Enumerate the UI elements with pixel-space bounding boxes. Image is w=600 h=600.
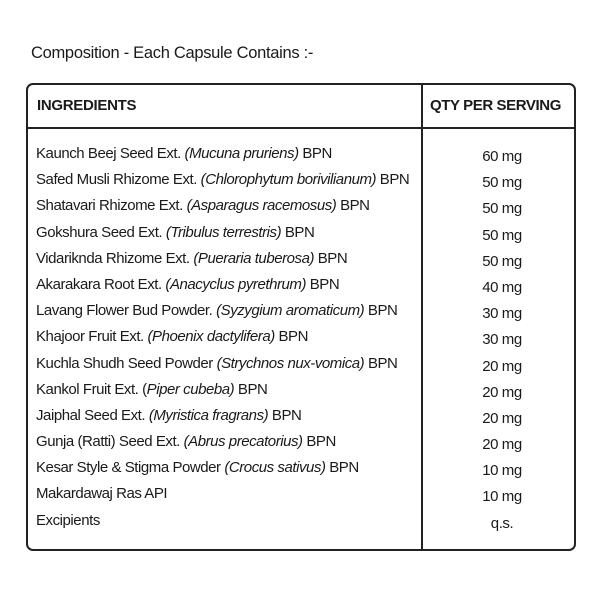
ingredient-name: Excipients — [36, 511, 100, 529]
table-row: Makardawaj Ras API 10 mg — [28, 483, 574, 509]
ingredient-name: Gokshura Seed Ext. — [36, 223, 163, 241]
qty-cell: 30 mg — [482, 305, 522, 323]
qty-cell: 10 mg — [482, 462, 522, 480]
ingredient-suffix: BPN — [367, 354, 398, 372]
ingredient-suffix: BPN — [278, 328, 309, 346]
ingredient-suffix: BPN — [340, 197, 370, 215]
ingredient-cell: Khajoor Fruit Ext. (Phoenix dactylifera)… — [36, 328, 308, 345]
ingredient-latin-name: (Mucuna pruriens) — [184, 145, 300, 162]
header-divider — [28, 127, 574, 129]
ingredient-suffix: BPN — [302, 145, 332, 162]
table-row: Vidariknda Rhizome Ext. (Pueraria tubero… — [28, 248, 574, 274]
ingredient-latin-name: (Tribulus terrestris) — [165, 223, 282, 241]
ingredient-suffix: BPN — [271, 406, 302, 424]
ingredient-name: Jaiphal Seed Ext. — [36, 406, 146, 424]
table-row: Kuchla Shudh Seed Powder (Strychnos nux-… — [28, 353, 574, 379]
ingredient-cell: Gokshura Seed Ext. (Tribulus terrestris)… — [36, 223, 315, 241]
ingredient-name: Akarakara Root Ext. — [36, 275, 162, 293]
ingredient-name: Khajoor Fruit Ext. — [36, 328, 144, 346]
qty-cell: 20 mg — [482, 357, 522, 375]
ingredient-suffix: BPN — [306, 433, 336, 451]
qty-cell: 50 mg — [482, 174, 522, 192]
ingredient-suffix: BPN — [317, 249, 348, 267]
ingredient-suffix: BPN — [329, 459, 359, 477]
table-row: Khajoor Fruit Ext. (Phoenix dactylifera)… — [28, 326, 574, 352]
ingredient-name: Kesar Style & Stigma Powder — [36, 459, 221, 477]
ingredient-cell: Lavang Flower Bud Powder. (Syzygium arom… — [36, 302, 398, 320]
qty-cell: q.s. — [490, 514, 514, 532]
table-row: Kankol Fruit Ext. (Piper cubeba) BPN 20 m… — [28, 379, 574, 405]
ingredient-name: Vidariknda Rhizome Ext. — [36, 249, 190, 267]
composition-title: Composition - Each Capsule Contains :- — [31, 44, 314, 62]
ingredient-suffix: BPN — [379, 171, 410, 189]
ingredient-latin-name: Piper cubeba) — [146, 380, 235, 398]
ingredient-latin-name: (Chlorophytum borivilianum) — [200, 171, 377, 189]
qty-cell: 20 mg — [482, 409, 522, 427]
ingredient-latin-name: (Syzygium aromaticum) — [216, 302, 365, 320]
ingredient-latin-name: (Anacyclus pyrethrum) — [165, 275, 307, 293]
qty-cell: 60 mg — [482, 148, 522, 165]
ingredient-cell: Gunja (Ratti) Seed Ext. (Abrus precatori… — [36, 433, 336, 450]
table-row: Shatavari Rhizome Ext. (Asparagus racemo… — [28, 195, 574, 221]
ingredient-cell: Kuchla Shudh Seed Powder (Strychnos nux-… — [36, 354, 398, 372]
ingredient-latin-name: (Abrus precatorius) — [183, 433, 303, 451]
ingredient-cell: Akarakara Root Ext. (Anacyclus pyrethrum… — [36, 275, 340, 293]
qty-cell: 50 mg — [482, 252, 522, 270]
table-row: Akarakara Root Ext. (Anacyclus pyrethrum… — [28, 274, 574, 300]
ingredient-name: Gunja (Ratti) Seed Ext. — [36, 433, 180, 451]
ingredient-cell: Safed Musli Rhizome Ext. (Chlorophytum b… — [36, 171, 410, 189]
ingredient-name: Shatavari Rhizome Ext. — [36, 197, 183, 215]
ingredient-cell: Excipients — [36, 512, 100, 529]
ingredient-latin-name: (Strychnos nux-vomica) — [216, 354, 365, 372]
ingredient-suffix: BPN — [309, 275, 340, 293]
ingredient-latin-name: (Crocus sativus) — [224, 459, 326, 477]
column-divider — [421, 85, 423, 549]
ingredient-name: Safed Musli Rhizome Ext. — [36, 171, 197, 189]
table-row: Safed Musli Rhizome Ext. (Chlorophytum b… — [28, 169, 574, 195]
ingredient-name: Kaunch Beej Seed Ext. — [36, 145, 181, 162]
header-qty-per-serving: QTY PER SERVING — [430, 97, 561, 114]
qty-cell: 20 mg — [482, 383, 522, 401]
ingredient-latin-name: (Phoenix dactylifera) — [147, 328, 276, 346]
qty-cell: 40 mg — [482, 278, 522, 296]
qty-cell: 50 mg — [482, 200, 522, 218]
ingredient-cell: Jaiphal Seed Ext. (Myristica fragrans) B… — [36, 406, 302, 424]
ingredient-cell: Shatavari Rhizome Ext. (Asparagus racemo… — [36, 197, 370, 214]
qty-cell: 30 mg — [482, 331, 522, 349]
table-body: Kaunch Beej Seed Ext. (Mucuna pruriens) … — [28, 143, 574, 536]
ingredient-latin-name: (Asparagus racemosus) — [186, 197, 337, 215]
table-row: Lavang Flower Bud Powder. (Syzygium arom… — [28, 300, 574, 326]
table-row: Kaunch Beej Seed Ext. (Mucuna pruriens) … — [28, 143, 574, 169]
ingredient-suffix: BPN — [367, 302, 398, 320]
ingredient-suffix: BPN — [237, 380, 268, 398]
table-row: Kesar Style & Stigma Powder (Crocus sati… — [28, 457, 574, 483]
table-row: Gokshura Seed Ext. (Tribulus terrestris)… — [28, 222, 574, 248]
header-ingredients: INGREDIENTS — [37, 97, 137, 114]
ingredient-name: Kankol Fruit Ext. ( — [36, 380, 147, 398]
ingredient-cell: Makardawaj Ras API — [36, 485, 168, 503]
ingredient-cell: Kankol Fruit Ext. (Piper cubeba) BPN — [36, 380, 268, 398]
ingredient-cell: Kaunch Beej Seed Ext. (Mucuna pruriens) … — [36, 145, 332, 162]
qty-cell: 10 mg — [482, 488, 522, 506]
ingredient-cell: Vidariknda Rhizome Ext. (Pueraria tubero… — [36, 249, 348, 267]
table-row: Gunja (Ratti) Seed Ext. (Abrus precatori… — [28, 431, 574, 457]
ingredient-cell: Kesar Style & Stigma Powder (Crocus sati… — [36, 459, 359, 476]
ingredient-suffix: BPN — [284, 223, 315, 241]
ingredient-latin-name: (Myristica fragrans) — [148, 406, 269, 424]
table-row: Excipients q.s. — [28, 510, 574, 536]
ingredient-latin-name: (Pueraria tuberosa) — [193, 249, 315, 267]
ingredient-name: Kuchla Shudh Seed Powder — [36, 354, 213, 372]
composition-table: INGREDIENTS QTY PER SERVING Kaunch Beej … — [26, 83, 576, 551]
table-row: Jaiphal Seed Ext. (Myristica fragrans) B… — [28, 405, 574, 431]
qty-cell: 50 mg — [482, 226, 522, 244]
qty-cell: 20 mg — [482, 436, 522, 454]
ingredient-name: Makardawaj Ras API — [36, 485, 168, 503]
ingredient-name: Lavang Flower Bud Powder. — [36, 302, 213, 320]
